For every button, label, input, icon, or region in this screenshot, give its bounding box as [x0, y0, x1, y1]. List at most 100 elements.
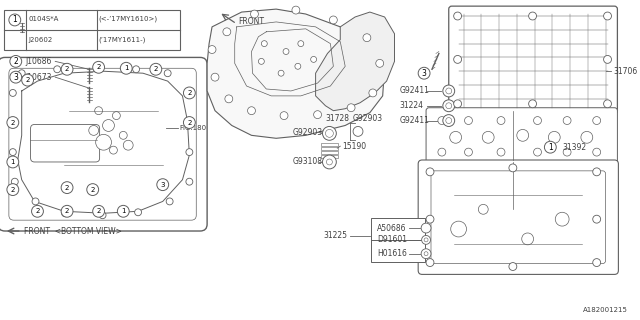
- Circle shape: [32, 198, 39, 205]
- Circle shape: [446, 117, 452, 124]
- Circle shape: [426, 215, 434, 223]
- Circle shape: [19, 70, 25, 77]
- Circle shape: [314, 111, 321, 119]
- FancyBboxPatch shape: [0, 57, 207, 231]
- Circle shape: [89, 125, 99, 135]
- Circle shape: [10, 90, 16, 96]
- Circle shape: [124, 140, 133, 150]
- Circle shape: [421, 249, 431, 259]
- Circle shape: [424, 238, 428, 242]
- FancyBboxPatch shape: [9, 68, 196, 220]
- Circle shape: [593, 259, 600, 267]
- Circle shape: [223, 28, 231, 36]
- Text: 31225: 31225: [323, 231, 348, 240]
- Circle shape: [298, 41, 304, 47]
- Circle shape: [497, 116, 505, 124]
- Circle shape: [347, 104, 355, 112]
- Circle shape: [556, 212, 569, 226]
- Circle shape: [7, 184, 19, 196]
- Text: 2: 2: [154, 66, 158, 72]
- FancyBboxPatch shape: [449, 6, 618, 114]
- Text: G92903: G92903: [353, 114, 383, 123]
- Circle shape: [483, 132, 494, 143]
- Text: A182001215: A182001215: [584, 307, 628, 313]
- Circle shape: [310, 56, 317, 62]
- Circle shape: [22, 74, 33, 86]
- Circle shape: [438, 148, 446, 156]
- Circle shape: [443, 115, 454, 126]
- Text: 1: 1: [12, 15, 17, 24]
- Text: 31392: 31392: [562, 143, 586, 152]
- Text: 1: 1: [124, 65, 129, 71]
- Circle shape: [446, 88, 452, 94]
- Circle shape: [323, 126, 336, 140]
- Circle shape: [61, 182, 73, 194]
- Circle shape: [426, 259, 434, 267]
- Circle shape: [259, 59, 264, 64]
- Circle shape: [132, 66, 140, 73]
- Bar: [371, 218, 425, 261]
- Circle shape: [509, 164, 517, 172]
- Text: 0104S*A: 0104S*A: [29, 16, 59, 22]
- Circle shape: [119, 132, 127, 139]
- Text: 31706: 31706: [614, 67, 637, 76]
- Text: 2: 2: [11, 120, 15, 125]
- Circle shape: [261, 41, 268, 47]
- Text: G93108: G93108: [293, 157, 323, 166]
- Circle shape: [87, 184, 99, 196]
- Circle shape: [102, 120, 115, 132]
- Circle shape: [326, 159, 332, 165]
- Circle shape: [95, 134, 111, 150]
- Circle shape: [422, 236, 431, 244]
- Text: 31728: 31728: [326, 114, 349, 123]
- Circle shape: [150, 63, 162, 75]
- Circle shape: [353, 126, 363, 136]
- Circle shape: [164, 70, 171, 77]
- Circle shape: [369, 89, 377, 97]
- Circle shape: [545, 141, 556, 153]
- Text: 2: 2: [97, 208, 101, 214]
- Circle shape: [438, 116, 446, 124]
- Circle shape: [454, 12, 461, 20]
- Circle shape: [278, 70, 284, 76]
- Circle shape: [157, 179, 169, 191]
- Bar: [321, 155, 339, 158]
- Text: 2: 2: [65, 66, 69, 72]
- Circle shape: [454, 100, 461, 108]
- Circle shape: [443, 85, 454, 97]
- Circle shape: [593, 215, 600, 223]
- Text: 3: 3: [13, 73, 18, 82]
- Circle shape: [323, 155, 336, 169]
- Circle shape: [61, 205, 73, 217]
- Circle shape: [95, 107, 102, 115]
- Circle shape: [9, 14, 20, 26]
- Text: FRONT: FRONT: [239, 17, 265, 27]
- Text: J10686: J10686: [26, 57, 52, 66]
- Circle shape: [426, 168, 434, 176]
- Text: 2: 2: [97, 64, 101, 70]
- Text: 2: 2: [11, 187, 15, 193]
- Circle shape: [10, 55, 22, 67]
- Circle shape: [424, 252, 428, 256]
- Circle shape: [134, 209, 141, 216]
- Circle shape: [93, 205, 104, 217]
- Circle shape: [563, 116, 571, 124]
- Circle shape: [7, 116, 19, 128]
- Circle shape: [280, 112, 288, 120]
- Circle shape: [593, 168, 600, 176]
- Circle shape: [186, 90, 193, 96]
- Circle shape: [534, 116, 541, 124]
- Text: 2: 2: [35, 208, 40, 214]
- Circle shape: [117, 205, 129, 217]
- Circle shape: [604, 12, 611, 20]
- Text: H01616: H01616: [377, 249, 406, 258]
- Circle shape: [497, 148, 505, 156]
- Circle shape: [61, 210, 68, 217]
- Circle shape: [446, 103, 452, 109]
- FancyBboxPatch shape: [431, 171, 605, 264]
- Circle shape: [208, 45, 216, 53]
- Bar: [4, 10, 179, 50]
- Polygon shape: [207, 9, 385, 138]
- Text: 2: 2: [65, 208, 69, 214]
- Circle shape: [529, 12, 536, 20]
